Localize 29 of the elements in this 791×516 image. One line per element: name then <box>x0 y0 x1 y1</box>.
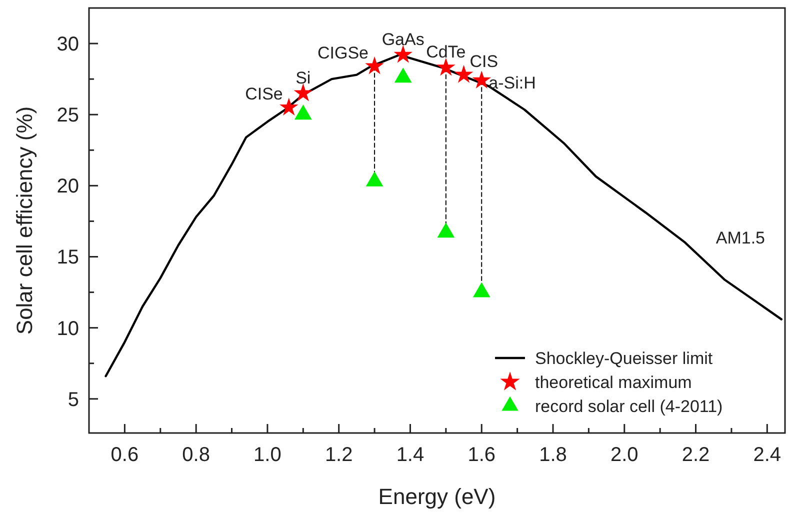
y-tick-label: 5 <box>68 388 79 411</box>
x-tick-label: 1.6 <box>468 444 496 466</box>
annotation: CISe <box>245 84 283 104</box>
y-tick-label: 20 <box>56 176 79 198</box>
annotation: GaAs <box>382 30 424 49</box>
legend-label: record solar cell (4-2011) <box>535 397 723 416</box>
x-tick-label: 0.6 <box>110 444 139 466</box>
annotation: a-Si:H <box>488 73 536 92</box>
y-tick-label: 30 <box>56 34 79 56</box>
annotation: CIGSe <box>318 43 369 62</box>
x-tick-label: 1.2 <box>324 444 353 466</box>
annotation: CdTe <box>426 42 466 62</box>
x-tick-label: 0.8 <box>182 444 210 466</box>
x-axis-title: Energy (eV) <box>378 484 496 509</box>
x-tick-label: 2.0 <box>610 444 638 466</box>
x-tick-label: 1.4 <box>396 444 424 466</box>
x-tick-label: 2.2 <box>682 444 710 466</box>
y-tick-label: 15 <box>56 246 79 269</box>
x-tick-label: 2.4 <box>753 444 782 466</box>
x-tick-label: 1.8 <box>539 444 567 466</box>
y-axis-title: Solar cell efficiency (%) <box>12 106 37 335</box>
annotation: Si <box>296 68 311 88</box>
annotation: AM1.5 <box>716 228 765 248</box>
x-tick-label: 1.0 <box>254 444 282 466</box>
legend-label: theoretical maximum <box>535 373 692 392</box>
legend-label: Shockley-Queisser limit <box>535 349 713 368</box>
y-tick-label: 10 <box>56 318 79 340</box>
annotation: CIS <box>470 52 498 71</box>
y-tick-label: 25 <box>56 104 79 127</box>
